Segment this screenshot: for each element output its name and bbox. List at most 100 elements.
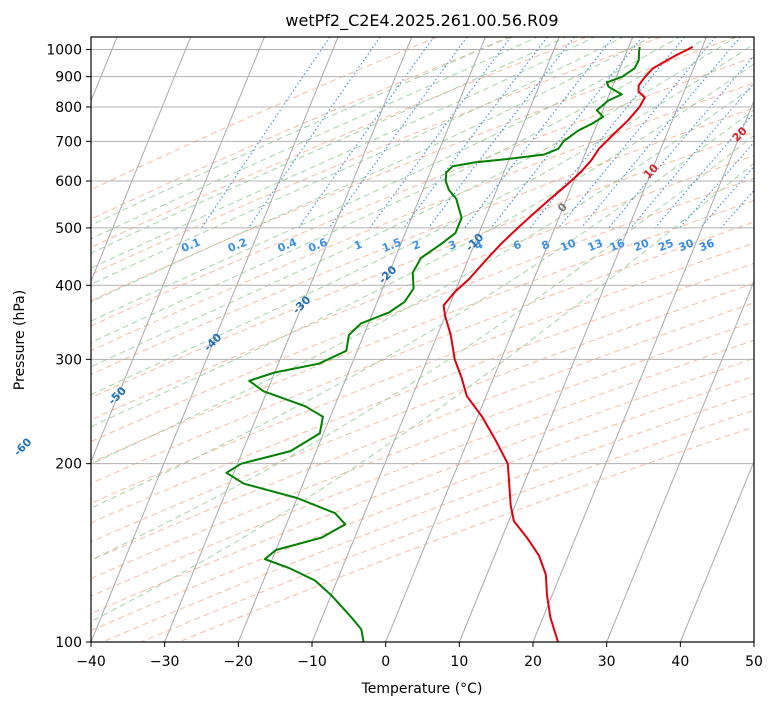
mixing-ratio-line	[369, 37, 512, 229]
dry-adiabat	[91, 37, 662, 276]
mixing-ratio-label: 36	[697, 236, 716, 254]
y-tick-label: 400	[55, 278, 82, 294]
dry-adiabat	[102, 392, 754, 642]
mixing-ratio-label: 8	[540, 238, 552, 253]
isotherm-line	[91, 37, 339, 642]
mixing-ratio-line	[630, 82, 754, 229]
moist-adiabat	[91, 37, 510, 226]
mixing-ratio-line	[328, 37, 468, 229]
mixing-ratio-line	[201, 37, 331, 229]
mixing-ratio-label: 1.5	[380, 236, 403, 255]
plot-frame	[90, 36, 755, 643]
moist-adiabat	[91, 63, 754, 428]
mixing-ratio-label: 20	[632, 236, 651, 254]
x-tick-label: 0	[381, 654, 390, 670]
isotherm-line	[311, 37, 560, 642]
dry-adiabat	[140, 409, 754, 642]
background-lines	[91, 37, 754, 642]
mixing-ratio-label: 3	[446, 238, 458, 253]
moist-adiabat	[91, 37, 709, 344]
dry-adiabat	[91, 56, 754, 327]
mixing-ratio-line	[580, 37, 741, 229]
y-tick-label: 800	[55, 100, 82, 116]
mixing-ratio-label: 0.4	[276, 236, 299, 255]
y-tick-label: 200	[55, 457, 82, 473]
dry-adiabat	[91, 154, 754, 421]
moist-adiabat	[91, 37, 624, 285]
moist-adiabat	[91, 37, 596, 269]
x-axis-ticks: −40 −30 −20 −10 0 10 20 30 40 50	[76, 642, 763, 670]
mixing-ratio-line	[529, 37, 685, 229]
moist-adiabat	[91, 134, 754, 561]
mixing-ratio-line	[403, 37, 548, 229]
y-tick-label: 300	[55, 352, 82, 368]
chart-title: wetPf2_C2E4.2025.261.00.56.R09	[285, 11, 558, 31]
x-tick-label: −30	[150, 654, 180, 670]
x-tick-label: −20	[224, 654, 254, 670]
dry-adiabat	[91, 107, 754, 376]
x-tick-label: −40	[76, 654, 106, 670]
x-tick-label: 40	[671, 654, 689, 670]
moist-adiabat	[91, 37, 653, 303]
moist-adiabat	[91, 162, 754, 623]
mixing-ratio-label: 0.6	[306, 236, 329, 255]
y-tick-label: 500	[55, 221, 82, 237]
temperature-profile	[442, 46, 694, 642]
dry-adiabat	[91, 221, 754, 484]
x-tick-label: 30	[598, 654, 616, 670]
mixing-ratio-line	[298, 37, 435, 229]
moist-adiabat	[91, 109, 754, 509]
x-tick-label: 20	[524, 654, 542, 670]
isotherm-line	[91, 37, 265, 463]
mixing-ratio-label: 16	[608, 236, 627, 254]
isotherm-line	[91, 37, 192, 283]
x-axis-title: Temperature (°C)	[361, 681, 483, 697]
dry-adiabat	[178, 426, 754, 642]
isotherm-line	[237, 37, 486, 642]
dry-adiabat	[91, 339, 754, 597]
dry-adiabat	[91, 282, 754, 543]
y-axis-title: Pressure (hPa)	[12, 290, 28, 390]
mixing-ratio-line	[248, 37, 381, 229]
mixing-ratio-line	[654, 112, 754, 229]
isotherm-label: -60	[11, 435, 34, 458]
mixing-ratio-label: 13	[586, 236, 605, 254]
y-tick-label: 900	[55, 70, 82, 86]
dry-adiabat	[91, 37, 587, 248]
x-tick-label: 10	[450, 654, 468, 670]
isotherm-line	[679, 460, 754, 642]
dry-adiabat	[91, 37, 736, 302]
mixing-ratio-line	[464, 37, 614, 229]
y-tick-label: 1000	[46, 43, 82, 59]
dry-adiabat	[91, 131, 754, 399]
isotherm-line	[606, 279, 754, 642]
mixing-ratio-label: 6	[511, 238, 523, 253]
mixing-ratio-label: 10	[559, 236, 578, 254]
dry-adiabat	[91, 37, 512, 220]
isotherm-line	[385, 37, 634, 642]
mixing-ratio-line	[490, 37, 643, 229]
dry-adiabat	[91, 321, 754, 580]
isotherm-line	[532, 99, 754, 642]
y-axis-ticks: 100 200 300 400 500 600 700 800 900 1000	[46, 43, 91, 651]
moist-adiabat	[91, 37, 681, 322]
profile-lines	[225, 46, 694, 642]
isotherm-line	[164, 37, 413, 642]
isotherm-line	[458, 37, 707, 642]
x-tick-label: −10	[297, 654, 327, 670]
isotherm-label: -30	[290, 293, 313, 316]
dry-adiabat	[91, 199, 754, 464]
moist-adiabat	[91, 37, 567, 254]
y-tick-label: 100	[55, 635, 82, 651]
dry-adiabat	[91, 375, 754, 632]
moist-adiabat	[91, 37, 539, 240]
isotherm-label: 10	[641, 161, 661, 181]
mixing-ratio-line	[679, 141, 754, 229]
moist-adiabat	[91, 37, 738, 368]
mixing-ratio-label: 30	[677, 236, 696, 254]
moist-adiabat	[91, 43, 754, 396]
dry-adiabat	[91, 177, 754, 443]
mixing-ratio-label: 2	[410, 238, 422, 253]
